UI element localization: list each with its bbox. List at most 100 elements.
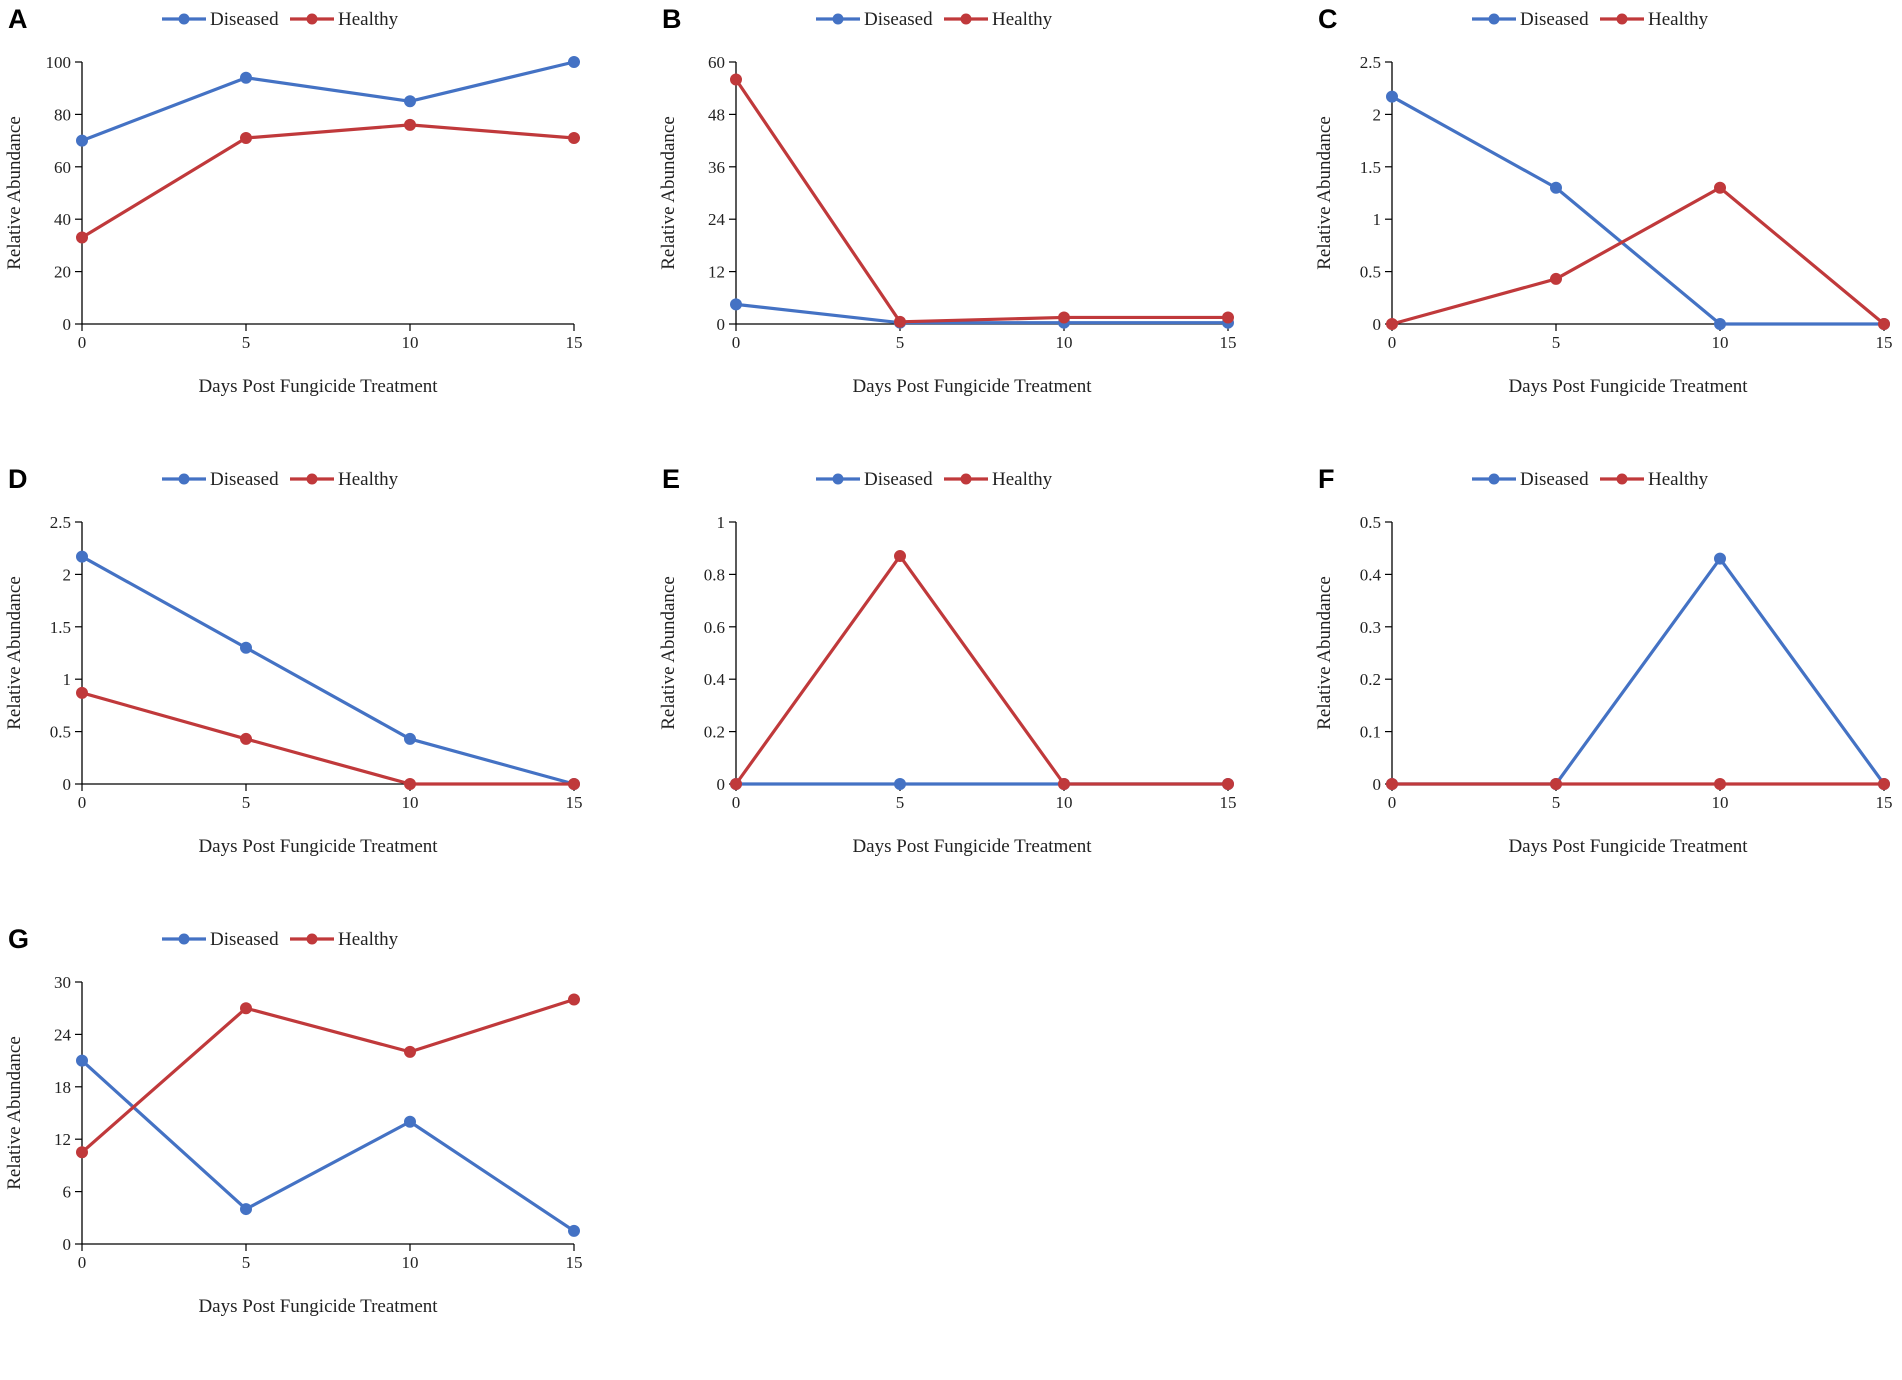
data-point-healthy — [1058, 311, 1070, 324]
legend-marker-diseased — [1488, 13, 1500, 25]
legend-label-healthy: Healthy — [992, 469, 1053, 490]
data-point-healthy — [1714, 181, 1726, 194]
y-tick-label: 100 — [46, 53, 72, 72]
y-tick-label: 80 — [54, 105, 71, 124]
y-tick-label: 2 — [1373, 105, 1382, 124]
x-tick-label: 15 — [566, 1253, 583, 1272]
legend-marker-healthy — [960, 473, 972, 485]
x-tick-label: 10 — [1056, 793, 1073, 812]
data-point-healthy — [76, 686, 88, 699]
y-axis-title: Relative Abundance — [658, 116, 679, 270]
y-tick-label: 1 — [63, 670, 72, 689]
x-tick-label: 15 — [566, 333, 583, 352]
data-point-diseased — [1714, 552, 1726, 565]
x-tick-label: 5 — [896, 793, 905, 812]
y-tick-label: 12 — [708, 263, 725, 282]
data-point-diseased — [404, 1115, 416, 1128]
data-point-healthy — [568, 993, 580, 1006]
y-tick-label: 20 — [54, 263, 71, 282]
data-point-diseased — [1714, 318, 1726, 330]
data-point-diseased — [568, 56, 580, 68]
series-line-healthy — [734, 78, 1228, 324]
y-tick-label: 60 — [54, 158, 71, 177]
series-line-diseased — [1392, 557, 1886, 786]
legend-marker-healthy — [306, 473, 318, 485]
series-line-diseased — [81, 60, 575, 143]
x-tick-label: 10 — [402, 1253, 419, 1272]
data-point-diseased — [568, 1224, 580, 1237]
legend-marker-healthy — [1616, 13, 1628, 25]
data-point-healthy — [568, 131, 580, 144]
y-tick-label: 60 — [708, 53, 725, 72]
panel-label: B — [662, 4, 682, 34]
data-point-healthy — [1550, 272, 1562, 285]
legend-marker-healthy — [306, 933, 318, 945]
legend-label-healthy: Healthy — [1648, 9, 1709, 30]
y-axis-title: Relative Abundance — [658, 576, 679, 730]
data-point-diseased — [730, 298, 742, 311]
x-tick-label: 5 — [242, 1253, 251, 1272]
y-tick-label: 1.5 — [1360, 158, 1381, 177]
legend-marker-diseased — [178, 933, 190, 945]
x-tick-label: 10 — [402, 333, 419, 352]
x-tick-label: 15 — [1876, 793, 1893, 812]
x-tick-label: 15 — [566, 793, 583, 812]
x-tick-label: 15 — [1220, 333, 1237, 352]
x-tick-label: 0 — [1388, 793, 1397, 812]
data-point-healthy — [240, 131, 252, 144]
series-line-healthy — [81, 123, 575, 239]
y-tick-label: 2.5 — [1360, 53, 1381, 72]
data-point-diseased — [894, 778, 906, 790]
legend-label-healthy: Healthy — [338, 469, 399, 490]
data-point-healthy — [1222, 778, 1234, 790]
x-tick-label: 10 — [1712, 333, 1729, 352]
x-axis-title: Days Post Fungicide Treatment — [1508, 836, 1748, 857]
x-tick-label: 5 — [1552, 333, 1561, 352]
chart-svg-a: A 0 20 40 60 80 100 0 5 10 15 Days Post Fungicide T… — [4, 4, 583, 397]
y-tick-label: 18 — [54, 1078, 71, 1097]
y-tick-label: 6 — [63, 1183, 72, 1202]
data-point-healthy — [1878, 778, 1890, 790]
x-tick-label: 0 — [732, 793, 741, 812]
x-tick-label: 0 — [78, 333, 87, 352]
panel-label: C — [1318, 4, 1338, 34]
data-point-healthy — [730, 73, 742, 86]
data-point-healthy — [240, 1002, 252, 1015]
data-point-healthy — [894, 550, 906, 563]
x-tick-label: 0 — [1388, 333, 1397, 352]
data-point-diseased — [1550, 181, 1562, 194]
y-tick-label: 30 — [54, 973, 71, 992]
x-axis-title: Days Post Fungicide Treatment — [1508, 376, 1748, 397]
data-point-diseased — [240, 71, 252, 84]
y-tick-label: 0.8 — [704, 565, 725, 584]
y-tick-label: 0.2 — [1360, 670, 1381, 689]
y-tick-label: 12 — [54, 1130, 71, 1149]
y-tick-label: 1 — [717, 513, 726, 532]
x-tick-label: 0 — [78, 1253, 87, 1272]
y-tick-label: 0 — [717, 315, 726, 334]
legend-label-diseased: Diseased — [1520, 9, 1589, 30]
y-tick-label: 0.5 — [1360, 263, 1381, 282]
legend-label-diseased: Diseased — [210, 469, 279, 490]
y-tick-label: 2.5 — [50, 513, 71, 532]
data-point-healthy — [404, 1045, 416, 1058]
chart-svg-d: D 0 0.5 1 1.5 2 2.5 0 5 10 15 Days Post Fungicide T… — [4, 464, 583, 857]
data-point-healthy — [240, 732, 252, 745]
data-point-diseased — [76, 550, 88, 563]
data-point-healthy — [1714, 778, 1726, 790]
y-tick-label: 0.4 — [1360, 565, 1382, 584]
series-line-diseased — [81, 555, 575, 786]
legend-label-healthy: Healthy — [338, 929, 399, 950]
data-point-healthy — [1058, 778, 1070, 790]
data-point-healthy — [730, 778, 742, 790]
panel-label: F — [1318, 464, 1335, 494]
panel-label: A — [8, 4, 28, 34]
y-axis-title: Relative Abundance — [4, 116, 25, 270]
x-axis-title: Days Post Fungicide Treatment — [198, 836, 438, 857]
y-axis-title: Relative Abundance — [1314, 116, 1335, 270]
x-axis-title: Days Post Fungicide Treatment — [852, 836, 1092, 857]
legend-marker-healthy — [1616, 473, 1628, 485]
y-tick-label: 0 — [63, 315, 72, 334]
legend-label-diseased: Diseased — [864, 9, 933, 30]
x-tick-label: 5 — [242, 793, 251, 812]
